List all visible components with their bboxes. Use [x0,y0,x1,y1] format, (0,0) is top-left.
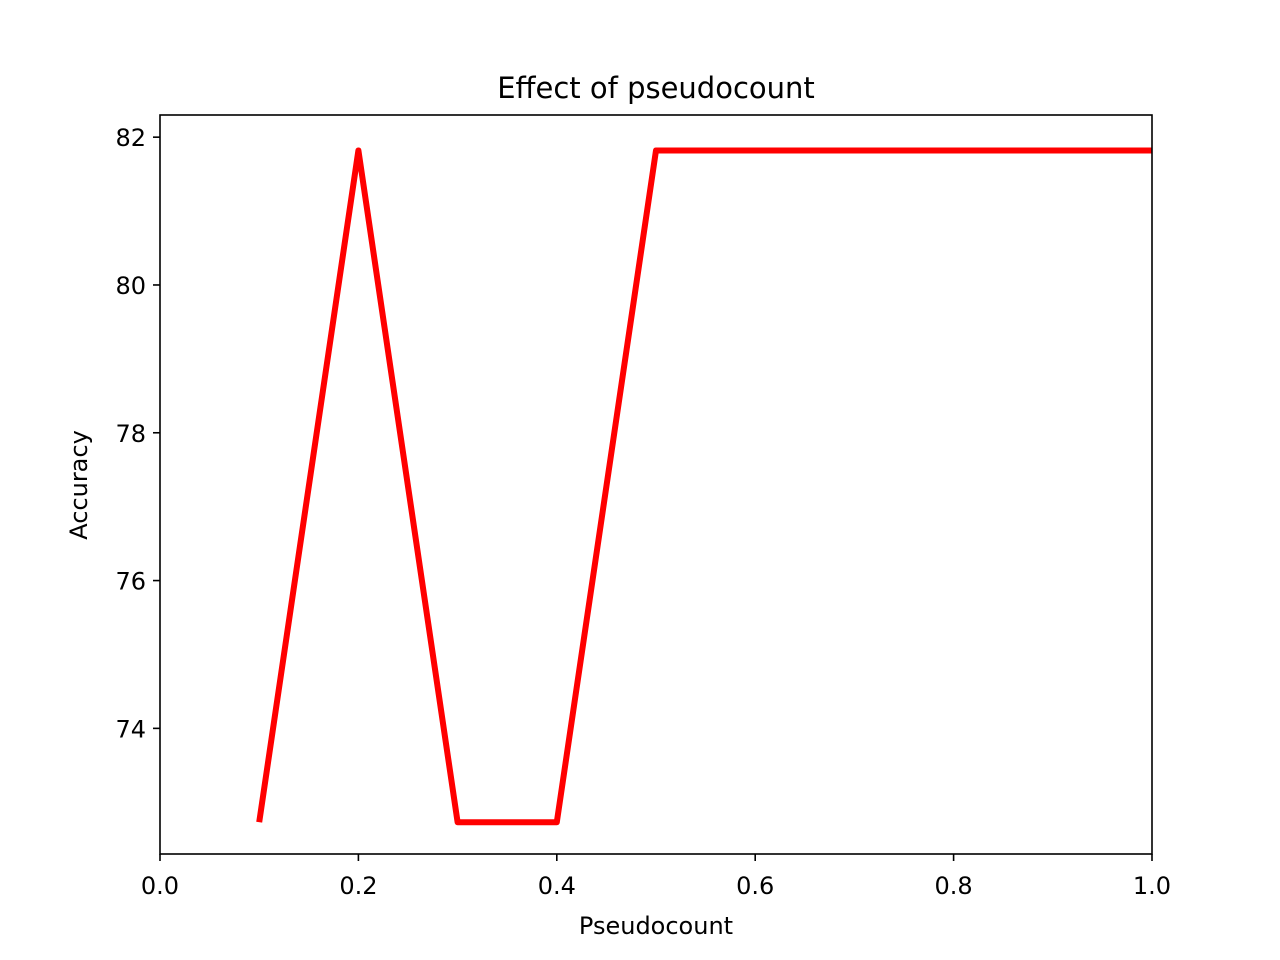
x-tick-label: 0.2 [339,872,377,900]
y-axis-label: Accuracy [65,430,93,540]
y-tick-label: 74 [115,715,146,743]
x-tick-label: 0.6 [736,872,774,900]
y-tick-label: 78 [115,420,146,448]
y-tick-label: 76 [115,568,146,596]
x-tick-label: 0.0 [141,872,179,900]
x-axis-ticks: 0.0 0.2 0.4 0.6 0.8 1.0 [141,854,1171,900]
x-tick-label: 0.4 [538,872,576,900]
x-axis-label: Pseudocount [579,912,733,940]
plot-frame [159,114,1153,855]
x-tick-label: 0.8 [935,872,973,900]
x-tick-label: 1.0 [1133,872,1171,900]
series-line [256,147,1152,826]
chart-title: Effect of pseudocount [497,71,815,105]
y-tick-label: 82 [115,124,146,152]
y-axis-ticks: 74 76 78 80 82 [115,124,160,743]
y-tick-label: 80 [115,272,146,300]
series-layer [256,147,1152,826]
